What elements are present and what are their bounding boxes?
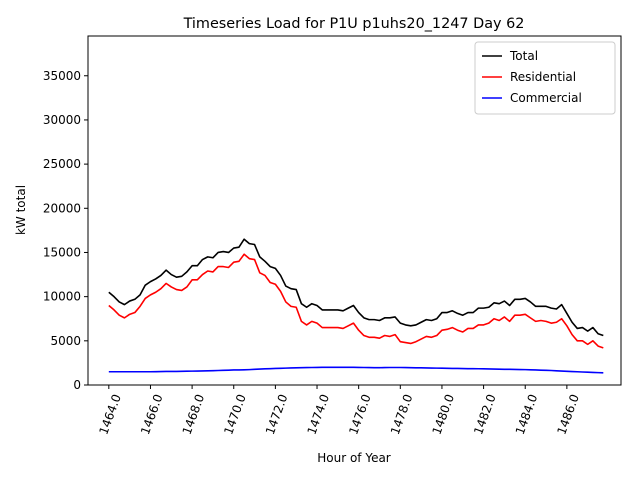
legend-label-residential: Residential	[510, 70, 576, 84]
plot-border	[87, 35, 622, 386]
y-tick-label: 30000	[43, 113, 81, 127]
y-tick-label: 20000	[43, 201, 81, 215]
y-tick-label: 5000	[50, 334, 81, 348]
legend: Total Residential Commercial	[474, 41, 616, 115]
legend-label-commercial: Commercial	[510, 91, 582, 105]
chart-title: Timeseries Load for P1U p1uhs20_1247 Day…	[183, 16, 525, 32]
y-axis-label: kW total	[14, 185, 28, 235]
y-axis: 0 5000 10000 15000 20000 25000 30000 35000	[43, 69, 88, 392]
y-tick-label: 25000	[43, 157, 81, 171]
series-line-total	[108, 238, 604, 337]
series-line-commercial	[108, 366, 604, 374]
y-tick-label: 10000	[43, 290, 81, 304]
legend-label-total: Total	[509, 49, 538, 63]
y-tick-label: 15000	[43, 245, 81, 259]
x-axis-label: Hour of Year	[317, 451, 391, 465]
legend-box	[474, 41, 616, 115]
y-tick-label: 35000	[43, 69, 81, 83]
series-layer	[108, 238, 604, 374]
series-line-residential	[108, 253, 604, 349]
y-tick-label: 0	[73, 378, 81, 392]
